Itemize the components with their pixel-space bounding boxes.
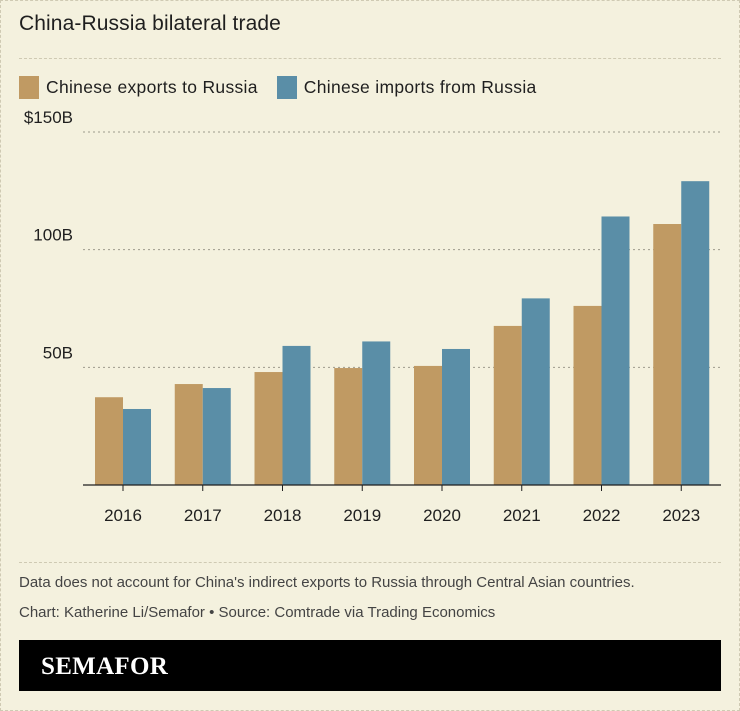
x-tick-label: 2022 (583, 506, 621, 525)
legend-item-exports: Chinese exports to Russia (19, 76, 258, 99)
bar-exports-2021 (493, 325, 522, 485)
legend-label-imports: Chinese imports from Russia (303, 77, 537, 97)
source-credit: Chart: Katherine Li/Semafor • Source: Co… (19, 604, 496, 621)
legend: Chinese exports to Russia Chinese import… (19, 76, 556, 99)
disclaimer-note: Data does not account for China's indire… (19, 574, 635, 591)
bar-imports-2019 (362, 341, 391, 485)
legend-item-imports: Chinese imports from Russia (276, 76, 537, 99)
x-tick-label: 2017 (184, 506, 222, 525)
y-tick-label: 50B (43, 343, 73, 362)
legend-swatch-exports (19, 76, 39, 99)
bar-imports-2022 (601, 216, 630, 485)
chart-title: China-Russia bilateral trade (19, 12, 281, 35)
footer-bar: SEMAFOR (19, 640, 721, 691)
bar-exports-2023 (653, 224, 682, 486)
x-tick-label: 2019 (343, 506, 381, 525)
x-tick-label: 2020 (423, 506, 461, 525)
x-tick-label: 2018 (264, 506, 302, 525)
legend-swatch-imports (276, 76, 297, 99)
y-tick-label: 100B (33, 226, 73, 245)
bar-imports-2023 (681, 181, 710, 485)
bar-exports-2017 (174, 384, 203, 485)
bar-exports-2018 (254, 372, 283, 485)
y-tick-label: $150B (24, 108, 73, 127)
bar-imports-2017 (202, 388, 231, 485)
x-tick-label: 2021 (503, 506, 541, 525)
bar-exports-2016 (95, 397, 123, 485)
bar-imports-2016 (123, 408, 151, 485)
bar-imports-2021 (521, 298, 550, 485)
bar-imports-2018 (282, 345, 311, 485)
bar-exports-2020 (414, 365, 442, 485)
x-tick-label: 2023 (662, 506, 700, 525)
bar-chart: 50B 100B $150B 2016 2017 2018 2019 2020 2021 2022… (24, 108, 721, 525)
bar-exports-2019 (334, 368, 363, 485)
notes-divider (19, 562, 721, 563)
bar-imports-2020 (442, 348, 470, 485)
bar-exports-2022 (573, 305, 602, 485)
x-tick-label: 2016 (104, 506, 142, 525)
semafor-logo: SEMAFOR (41, 653, 169, 680)
legend-label-exports: Chinese exports to Russia (46, 77, 258, 97)
title-divider (19, 58, 721, 59)
